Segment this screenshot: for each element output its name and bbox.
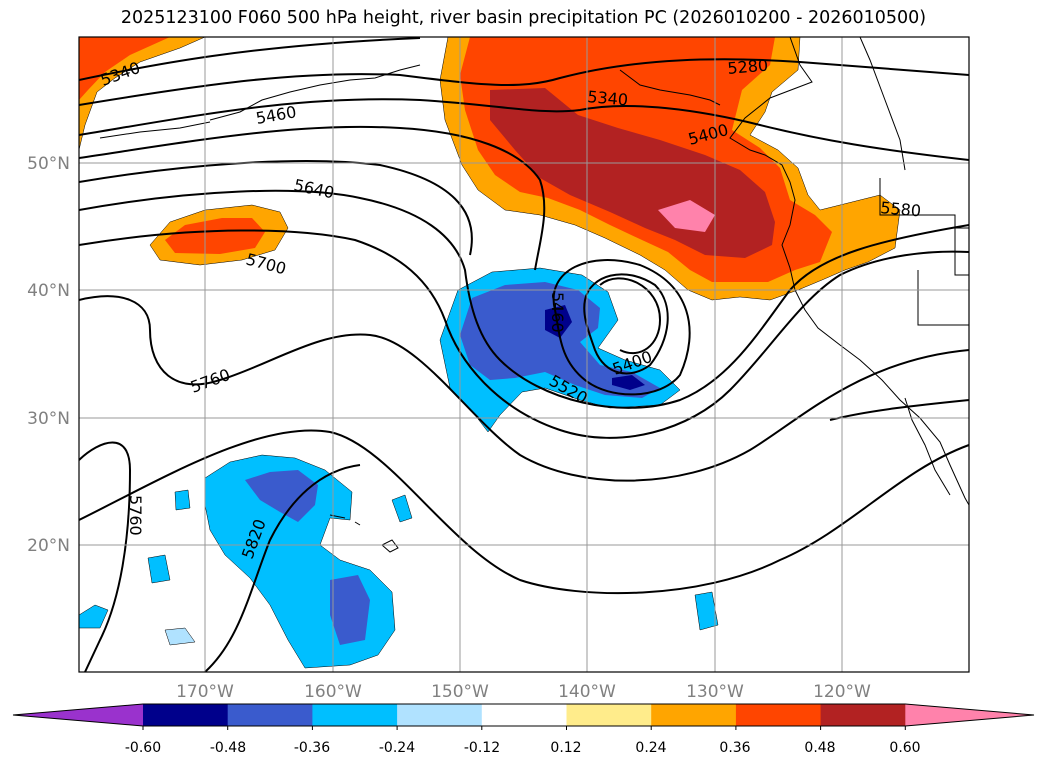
map-frame bbox=[78, 36, 970, 673]
colorbar-segment bbox=[143, 704, 229, 726]
colorbar-tick: -0.36 bbox=[294, 740, 330, 756]
colorbar-segment bbox=[820, 704, 906, 726]
lon-label: 140°W bbox=[558, 682, 616, 702]
lat-label: 20°N bbox=[27, 536, 70, 556]
lat-label: 50°N bbox=[27, 154, 70, 174]
colorbar-tick: 0.12 bbox=[550, 740, 581, 756]
colorbar-tick: -0.24 bbox=[379, 740, 415, 756]
colorbar-segment bbox=[397, 704, 483, 726]
colorbar-tick: 0.36 bbox=[719, 740, 750, 756]
lon-label: 160°W bbox=[304, 682, 362, 702]
lat-label: 40°N bbox=[27, 281, 70, 301]
colorbar-tick: 0.24 bbox=[635, 740, 666, 756]
lat-label: 30°N bbox=[27, 409, 70, 429]
contour-label: 5580 bbox=[880, 198, 922, 220]
colorbar bbox=[12, 703, 1035, 730]
contour-label: 5460 bbox=[548, 292, 567, 333]
colorbar-segment bbox=[312, 704, 398, 726]
colorbar-tick: 0.60 bbox=[889, 740, 920, 756]
colorbar-tick: -0.12 bbox=[464, 740, 500, 756]
map-title: 2025123100 F060 500 hPa height, river ba… bbox=[120, 8, 927, 28]
lon-label: 150°W bbox=[431, 682, 489, 702]
precip-negative-southwest bbox=[79, 454, 719, 669]
graticule bbox=[79, 37, 969, 672]
colorbar-ticks: -0.60 -0.48 -0.36 -0.24 -0.12 0.12 0.24 … bbox=[125, 740, 921, 756]
contour-label: 5340 bbox=[587, 87, 629, 109]
map-area: 5340 5460 5640 5700 5760 5760 5820 5280 … bbox=[79, 37, 969, 672]
colorbar-segment bbox=[651, 704, 737, 726]
lon-label: 120°W bbox=[813, 682, 871, 702]
colorbar-tick: -0.48 bbox=[210, 740, 246, 756]
colorbar-extend-min bbox=[13, 704, 143, 726]
colorbar-tick: -0.60 bbox=[125, 740, 161, 756]
colorbar-extend-max bbox=[905, 704, 1034, 726]
longitude-labels: 170°W 160°W 150°W 140°W 130°W 120°W bbox=[176, 682, 871, 702]
height-contours bbox=[79, 37, 969, 672]
lon-label: 130°W bbox=[686, 682, 744, 702]
colorbar-segment bbox=[481, 704, 567, 726]
precip-positive-northeast bbox=[439, 37, 901, 301]
contour-label: 5760 bbox=[126, 495, 145, 536]
colorbar-tick: 0.48 bbox=[804, 740, 835, 756]
precip-positive-west bbox=[149, 204, 289, 266]
colorbar-segment bbox=[735, 704, 822, 726]
colorbar-segment bbox=[566, 704, 652, 726]
lon-label: 170°W bbox=[176, 682, 234, 702]
latitude-labels: 50°N 40°N 30°N 20°N bbox=[27, 154, 70, 556]
colorbar-segment bbox=[227, 704, 313, 726]
precip-positive-northwest bbox=[79, 37, 206, 151]
contour-label: 5280 bbox=[727, 56, 769, 78]
